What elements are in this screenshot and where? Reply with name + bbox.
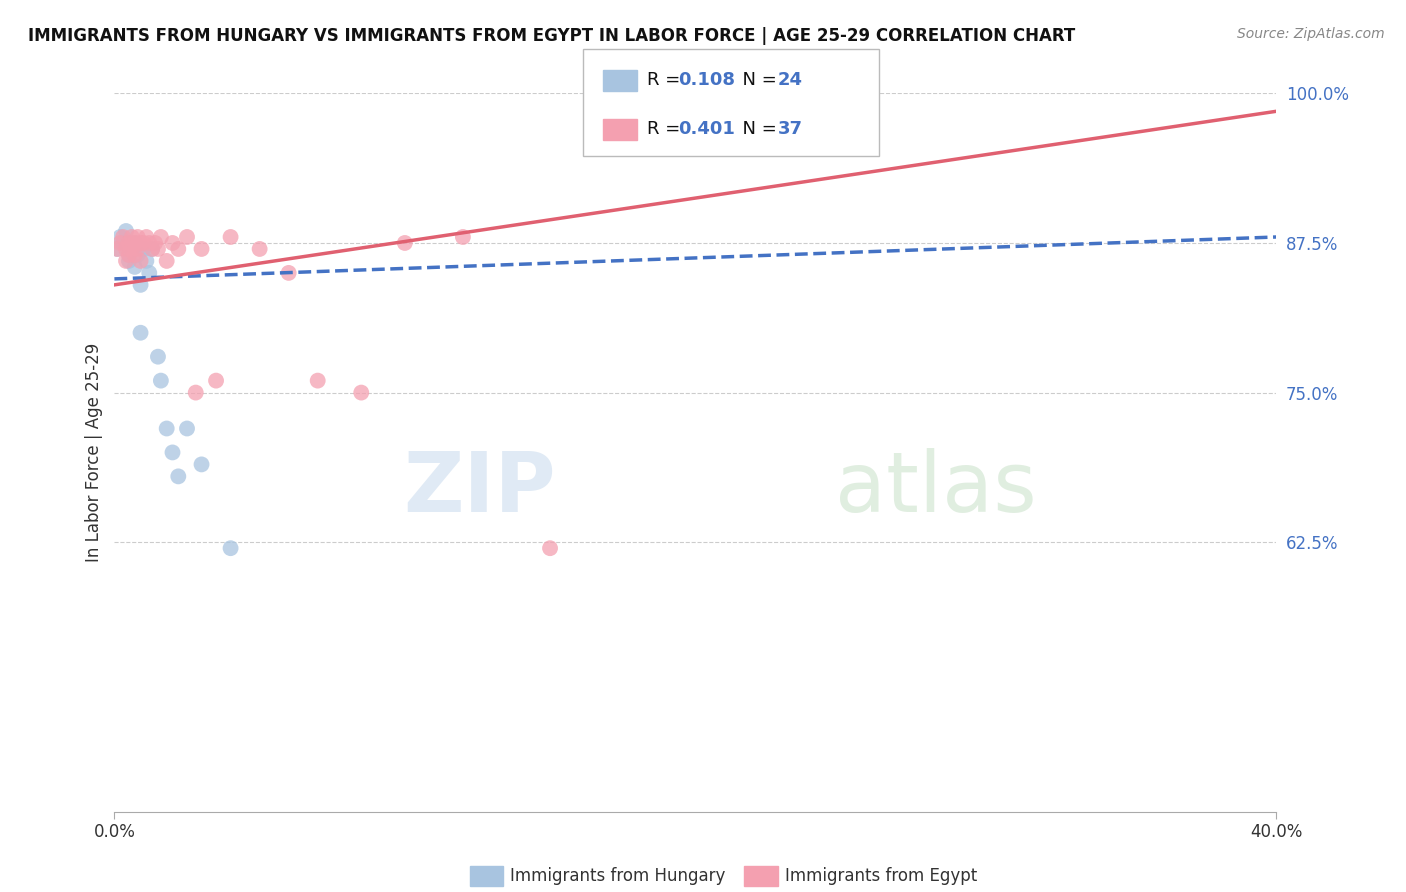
Point bbox=[121, 242, 143, 256]
Point bbox=[112, 235, 135, 250]
Point bbox=[124, 260, 146, 274]
Point bbox=[118, 254, 141, 268]
Point bbox=[451, 230, 474, 244]
Point bbox=[394, 235, 416, 250]
Point bbox=[112, 230, 135, 244]
Point bbox=[162, 235, 184, 250]
Text: R =: R = bbox=[647, 71, 686, 89]
Point bbox=[156, 254, 179, 268]
Text: 24: 24 bbox=[778, 71, 803, 89]
Point bbox=[176, 230, 198, 244]
Point bbox=[129, 235, 152, 250]
Text: 0.108: 0.108 bbox=[678, 71, 735, 89]
Point bbox=[205, 374, 228, 388]
Point bbox=[190, 242, 212, 256]
Point bbox=[350, 385, 373, 400]
Point bbox=[105, 242, 128, 256]
Text: N =: N = bbox=[731, 120, 783, 138]
Point bbox=[132, 242, 155, 256]
Point bbox=[249, 242, 271, 256]
Point bbox=[149, 230, 172, 244]
Point bbox=[146, 350, 169, 364]
Point bbox=[167, 469, 190, 483]
Point bbox=[277, 266, 299, 280]
Point bbox=[156, 421, 179, 435]
Text: 37: 37 bbox=[778, 120, 803, 138]
Point bbox=[138, 266, 160, 280]
Text: IMMIGRANTS FROM HUNGARY VS IMMIGRANTS FROM EGYPT IN LABOR FORCE | AGE 25-29 CORR: IMMIGRANTS FROM HUNGARY VS IMMIGRANTS FR… bbox=[28, 27, 1076, 45]
Point bbox=[146, 242, 169, 256]
Point bbox=[143, 235, 166, 250]
Point bbox=[141, 242, 163, 256]
Point bbox=[127, 248, 149, 262]
Text: Immigrants from Hungary: Immigrants from Hungary bbox=[510, 867, 725, 885]
Text: 0.401: 0.401 bbox=[678, 120, 734, 138]
Point bbox=[124, 235, 146, 250]
Point bbox=[138, 235, 160, 250]
Point bbox=[219, 541, 242, 556]
Point bbox=[110, 235, 132, 250]
Point bbox=[115, 224, 138, 238]
Text: Source: ZipAtlas.com: Source: ZipAtlas.com bbox=[1237, 27, 1385, 41]
Point bbox=[219, 230, 242, 244]
Text: ZIP: ZIP bbox=[404, 448, 555, 529]
Point bbox=[118, 248, 141, 262]
Point bbox=[149, 374, 172, 388]
Point bbox=[124, 248, 146, 262]
Y-axis label: In Labor Force | Age 25-29: In Labor Force | Age 25-29 bbox=[86, 343, 103, 562]
Point bbox=[141, 242, 163, 256]
Point bbox=[307, 374, 329, 388]
Point bbox=[118, 235, 141, 250]
Point bbox=[167, 242, 190, 256]
Point bbox=[121, 230, 143, 244]
Point bbox=[110, 230, 132, 244]
Point bbox=[118, 248, 141, 262]
Point bbox=[190, 458, 212, 472]
Text: atlas: atlas bbox=[835, 448, 1036, 529]
Text: Immigrants from Egypt: Immigrants from Egypt bbox=[785, 867, 977, 885]
Point bbox=[115, 254, 138, 268]
Point bbox=[132, 235, 155, 250]
Point bbox=[162, 445, 184, 459]
Text: N =: N = bbox=[731, 71, 783, 89]
Point bbox=[124, 235, 146, 250]
Point bbox=[184, 385, 207, 400]
Point bbox=[129, 326, 152, 340]
Point bbox=[127, 242, 149, 256]
Point bbox=[135, 254, 157, 268]
Point bbox=[176, 421, 198, 435]
Point bbox=[129, 277, 152, 292]
Text: R =: R = bbox=[647, 120, 686, 138]
Point bbox=[115, 242, 138, 256]
Point bbox=[121, 242, 143, 256]
Point bbox=[538, 541, 561, 556]
Point bbox=[135, 230, 157, 244]
Point bbox=[127, 230, 149, 244]
Point bbox=[105, 242, 128, 256]
Point bbox=[129, 254, 152, 268]
